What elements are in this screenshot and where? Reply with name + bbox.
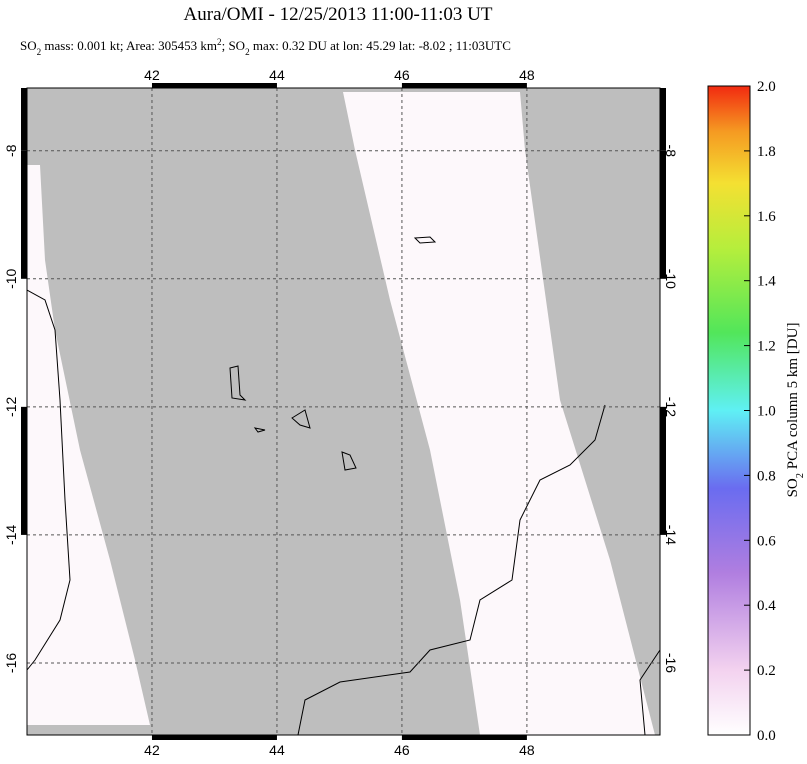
colorbar-tick-label: 1.6 — [757, 209, 776, 225]
text-part: 2 — [217, 37, 222, 47]
text-part: 2 — [37, 47, 42, 57]
text-part: max: 0.32 DU at lon: 45.29 lat: -8.02 ; … — [250, 38, 511, 53]
frame-bar — [151, 735, 277, 740]
lat-tick-label: -16 — [663, 653, 679, 673]
frame-bars — [21, 83, 666, 740]
frame-bar — [401, 83, 527, 88]
lat-tick-label: -14 — [3, 525, 19, 545]
lat-tick-label: -16 — [3, 653, 19, 673]
subtitle: SO2 mass: 0.001 kt; Area: 305453 km2; SO… — [20, 37, 511, 57]
frame-bar — [21, 150, 27, 279]
swath — [343, 92, 655, 735]
text-part: SO — [20, 38, 37, 53]
colorbar-tick-label: 0.8 — [757, 468, 776, 484]
lon-tick-label: 46 — [394, 67, 410, 83]
lat-tick-label: -8 — [3, 144, 19, 157]
colorbar-tick-label: 2.0 — [757, 79, 776, 95]
colorbar-tick-label: 0.6 — [757, 533, 776, 549]
text-part: mass: 0.001 kt; Area: 305453 km — [41, 38, 217, 53]
colorbar-tick-label: 0.2 — [757, 663, 776, 679]
lon-tick-label: 46 — [394, 742, 410, 758]
frame-bar — [660, 88, 666, 151]
coastlines — [27, 236, 660, 735]
lon-tick-label: 44 — [269, 67, 285, 83]
lat-tick-label: -8 — [663, 145, 679, 158]
text-part: ; SO — [222, 38, 245, 53]
lat-tick-label: -12 — [3, 397, 19, 417]
frame-bar — [151, 83, 277, 88]
colorbar — [707, 85, 751, 736]
colorbar-tick-label: 0.4 — [757, 598, 776, 614]
map-area — [27, 88, 660, 735]
title: Aura/OMI - 12/25/2013 11:00-11:03 UT — [184, 4, 493, 25]
lon-tick-label: 42 — [144, 742, 160, 758]
text-part: 2 — [245, 47, 250, 57]
text-part: 2 — [795, 473, 806, 478]
frame-bar — [660, 406, 666, 535]
colorbar-tick-label: 1.2 — [757, 339, 776, 355]
lon-tick-label: 44 — [269, 742, 285, 758]
frame-bar — [21, 88, 27, 151]
colorbar-tick-label: 0.0 — [757, 728, 776, 744]
lat-tick-label: -12 — [663, 397, 679, 417]
lat-tick-label: -10 — [3, 268, 19, 288]
frame-bar — [21, 406, 27, 535]
lon-tick-label: 48 — [519, 67, 535, 83]
colorbar-tick-label: 1.8 — [757, 144, 776, 160]
lat-tick-label: -14 — [663, 525, 679, 545]
lon-tick-label: 42 — [144, 67, 160, 83]
lon-tick-label: 48 — [519, 742, 535, 758]
text-part: SO — [785, 478, 801, 497]
colorbar-tick-label: 1.0 — [757, 404, 776, 420]
swath — [27, 165, 150, 725]
frame-bar — [401, 735, 527, 740]
colorbar-label: SO2 PCA column 5 km [DU] — [785, 323, 806, 498]
lat-tick-label: -10 — [663, 269, 679, 289]
text-part: PCA column 5 km [DU] — [785, 323, 801, 473]
frame-bar — [660, 150, 666, 279]
colorbar-tick-label: 1.4 — [757, 274, 776, 290]
